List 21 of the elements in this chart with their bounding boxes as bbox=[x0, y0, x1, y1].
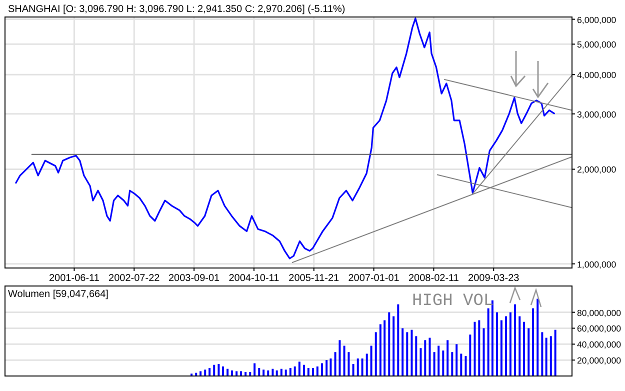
y-tick-label: 3,000,000 bbox=[577, 109, 616, 120]
y-tick-label: 80,000,000 bbox=[577, 308, 622, 318]
y-tick-label: 4,000,000 bbox=[577, 70, 616, 80]
chart-title: SHANGHAI [O: 3,096.790 H: 3,096.790 L: 2,941.350 C: 2,970.206] (-5.11%) bbox=[8, 4, 346, 15]
chart-title: Wolumen [59,047,664] bbox=[8, 289, 109, 300]
y-tick-label: 40,000,000 bbox=[577, 340, 622, 350]
x-tick-label: 2009-03-23 bbox=[468, 273, 520, 284]
x-tick-label: 2007-01-01 bbox=[348, 273, 400, 284]
x-tick-label: 2008-02-11 bbox=[408, 273, 460, 284]
annotation: HIGH VOL bbox=[412, 292, 494, 311]
x-tick-label: 2004-10-11 bbox=[228, 273, 280, 284]
y-tick-label: 60,000,000 bbox=[577, 324, 622, 334]
x-tick-label: 2001-06-11 bbox=[49, 273, 100, 284]
x-tick-label: 2002-07-22 bbox=[108, 273, 160, 284]
y-tick-label: 6,000,000 bbox=[577, 14, 616, 25]
y-tick-label: 1,000,000 bbox=[577, 259, 616, 270]
x-tick-label: 2005-11-21 bbox=[288, 273, 340, 284]
y-tick-label: 20,000,000 bbox=[577, 356, 622, 366]
x-tick-label: 2003-09-01 bbox=[168, 273, 220, 284]
y-tick-label: 5,000,000 bbox=[577, 40, 616, 50]
y-tick-label: 2,000,000 bbox=[577, 164, 616, 175]
